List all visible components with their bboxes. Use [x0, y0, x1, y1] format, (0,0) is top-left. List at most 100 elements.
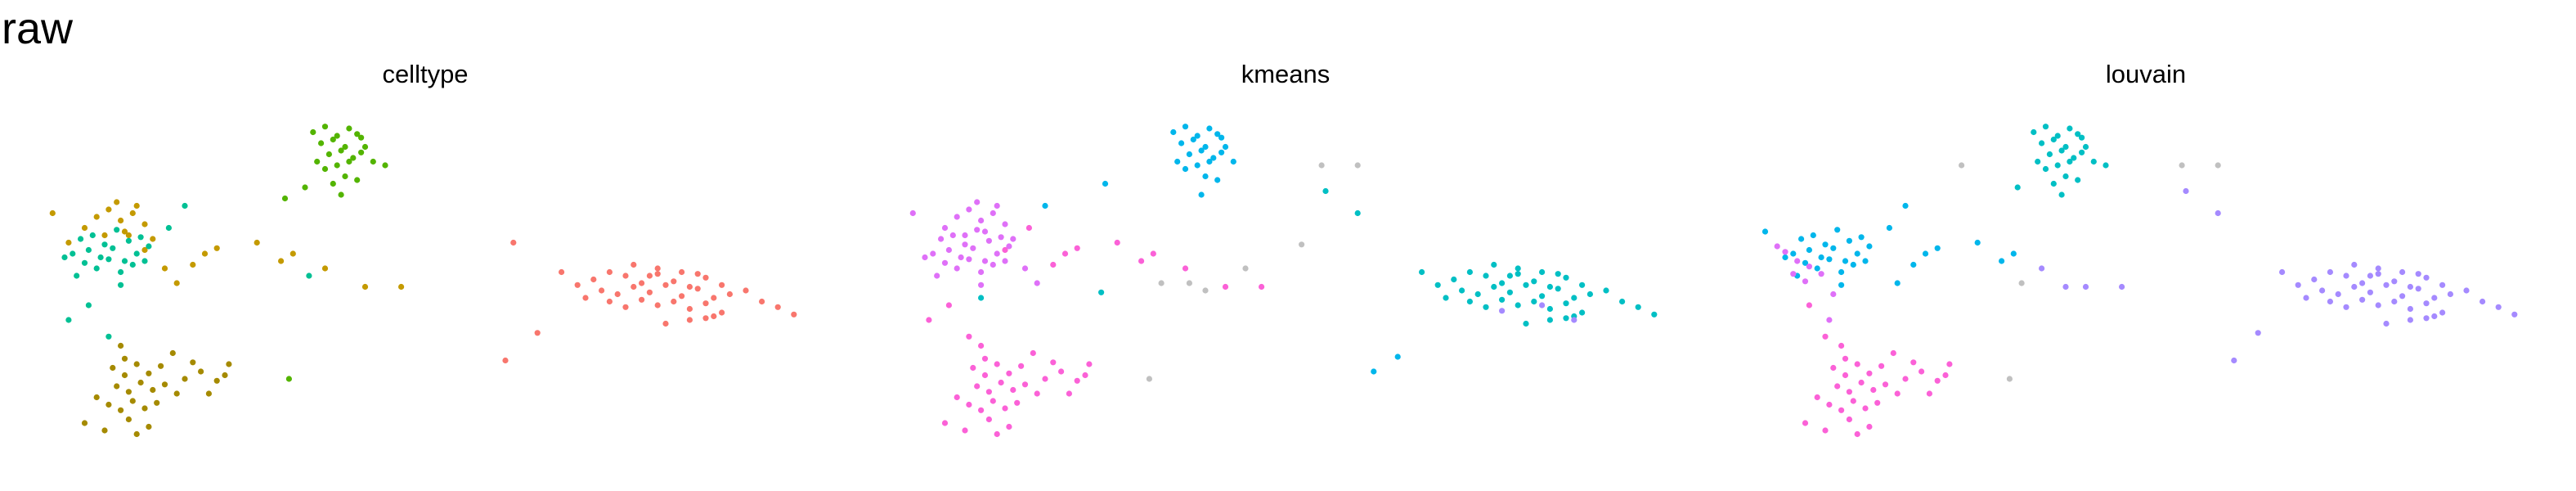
scatter-point	[994, 361, 1000, 367]
scatter-point	[121, 258, 128, 264]
scatter-point	[2046, 151, 2053, 158]
scatter-point	[1919, 368, 1925, 375]
scatter-point	[2082, 283, 2089, 291]
scatter-point	[346, 158, 352, 165]
scatter-point	[719, 309, 725, 316]
scatter-point	[1491, 261, 1497, 268]
scatter-point	[1002, 221, 1008, 227]
scatter-point	[2018, 280, 2025, 286]
scatter-point	[2407, 305, 2413, 313]
scatter-point	[2058, 147, 2065, 154]
scatter-point	[338, 147, 344, 154]
scatter-point	[949, 232, 956, 239]
scatter-point	[2375, 271, 2381, 277]
celltype-scatter-plot	[49, 124, 797, 438]
scatter-point	[1515, 271, 1521, 277]
scatter-point	[559, 268, 565, 276]
scatter-point	[1531, 278, 1537, 285]
louvain-scatter-plot	[1761, 124, 2518, 438]
scatter-point	[201, 250, 209, 257]
scatter-point	[2480, 298, 2486, 305]
scatter-point	[1870, 386, 1877, 394]
scatter-point	[978, 268, 985, 276]
scatter-point	[161, 381, 168, 388]
scatter-point	[1506, 273, 1513, 279]
scatter-point	[1838, 282, 1845, 288]
scatter-point	[510, 239, 517, 246]
scatter-point	[1874, 399, 1881, 406]
louvain-panel: louvain	[1737, 59, 2555, 484]
scatter-point	[990, 398, 996, 404]
scatter-point	[1443, 295, 1449, 301]
scatter-point	[1563, 315, 1569, 322]
scatter-point	[1354, 209, 1361, 217]
scatter-point	[213, 245, 220, 251]
scatter-point	[1025, 224, 1032, 232]
scatter-point	[1202, 287, 1209, 294]
scatter-point	[2327, 298, 2333, 305]
scatter-point	[1886, 224, 1892, 232]
scatter-point	[970, 245, 976, 251]
scatter-point	[671, 298, 677, 305]
scatter-point	[1006, 423, 1012, 430]
scatter-point	[1194, 162, 1200, 169]
scatter-point	[310, 128, 316, 136]
scatter-point	[1586, 291, 1593, 298]
scatter-point	[1074, 245, 1080, 251]
scatter-point	[711, 313, 717, 320]
scatter-point	[213, 377, 220, 384]
scatter-point	[1826, 317, 1833, 323]
scatter-point	[590, 276, 597, 283]
scatter-point	[1202, 173, 1209, 180]
scatter-point	[974, 227, 981, 233]
series-group	[1499, 302, 1577, 323]
scatter-point	[954, 265, 960, 272]
scatter-point	[2319, 287, 2326, 294]
series-group	[502, 239, 541, 364]
scatter-point	[101, 427, 108, 434]
scatter-point	[350, 155, 357, 161]
scatter-point	[994, 202, 1000, 209]
scatter-point	[1210, 155, 1217, 161]
scatter-point	[2495, 304, 2502, 310]
scatter-point	[2463, 287, 2470, 294]
scatter-point	[1862, 405, 1869, 412]
scatter-point	[93, 214, 100, 220]
scatter-point	[1198, 191, 1205, 198]
scatter-point	[2067, 158, 2073, 165]
series-group	[285, 376, 292, 382]
scatter-point	[941, 259, 949, 266]
scatter-point	[1459, 287, 1465, 294]
scatter-point	[1034, 390, 1040, 397]
scatter-point	[2255, 330, 2261, 336]
scatter-point	[85, 246, 92, 254]
scatter-point	[654, 302, 661, 309]
scatter-point	[574, 282, 581, 288]
scatter-point	[2359, 296, 2366, 303]
scatter-point	[169, 349, 176, 357]
scatter-point	[1563, 300, 1569, 307]
scatter-point	[1910, 359, 1917, 366]
scatter-point	[222, 372, 228, 379]
scatter-point	[1555, 271, 1561, 277]
scatter-point	[966, 401, 972, 408]
scatter-point	[2367, 289, 2373, 295]
scatter-point	[321, 124, 329, 130]
series-group	[61, 202, 312, 340]
scatter-point	[1218, 149, 1225, 155]
scatter-point	[330, 136, 336, 143]
scatter-point	[101, 241, 108, 248]
scatter-point	[89, 232, 96, 239]
scatter-point	[190, 359, 196, 366]
scatter-point	[74, 273, 80, 279]
scatter-point	[1499, 280, 1506, 286]
scatter-point	[141, 221, 148, 227]
scatter-point	[1058, 368, 1065, 375]
scatter-point	[2439, 282, 2446, 288]
scatter-point	[1790, 271, 1797, 277]
scatter-point	[934, 273, 940, 279]
scatter-point	[150, 386, 156, 394]
scatter-point	[1114, 239, 1120, 246]
scatter-point	[966, 256, 972, 263]
scatter-point	[970, 364, 976, 372]
